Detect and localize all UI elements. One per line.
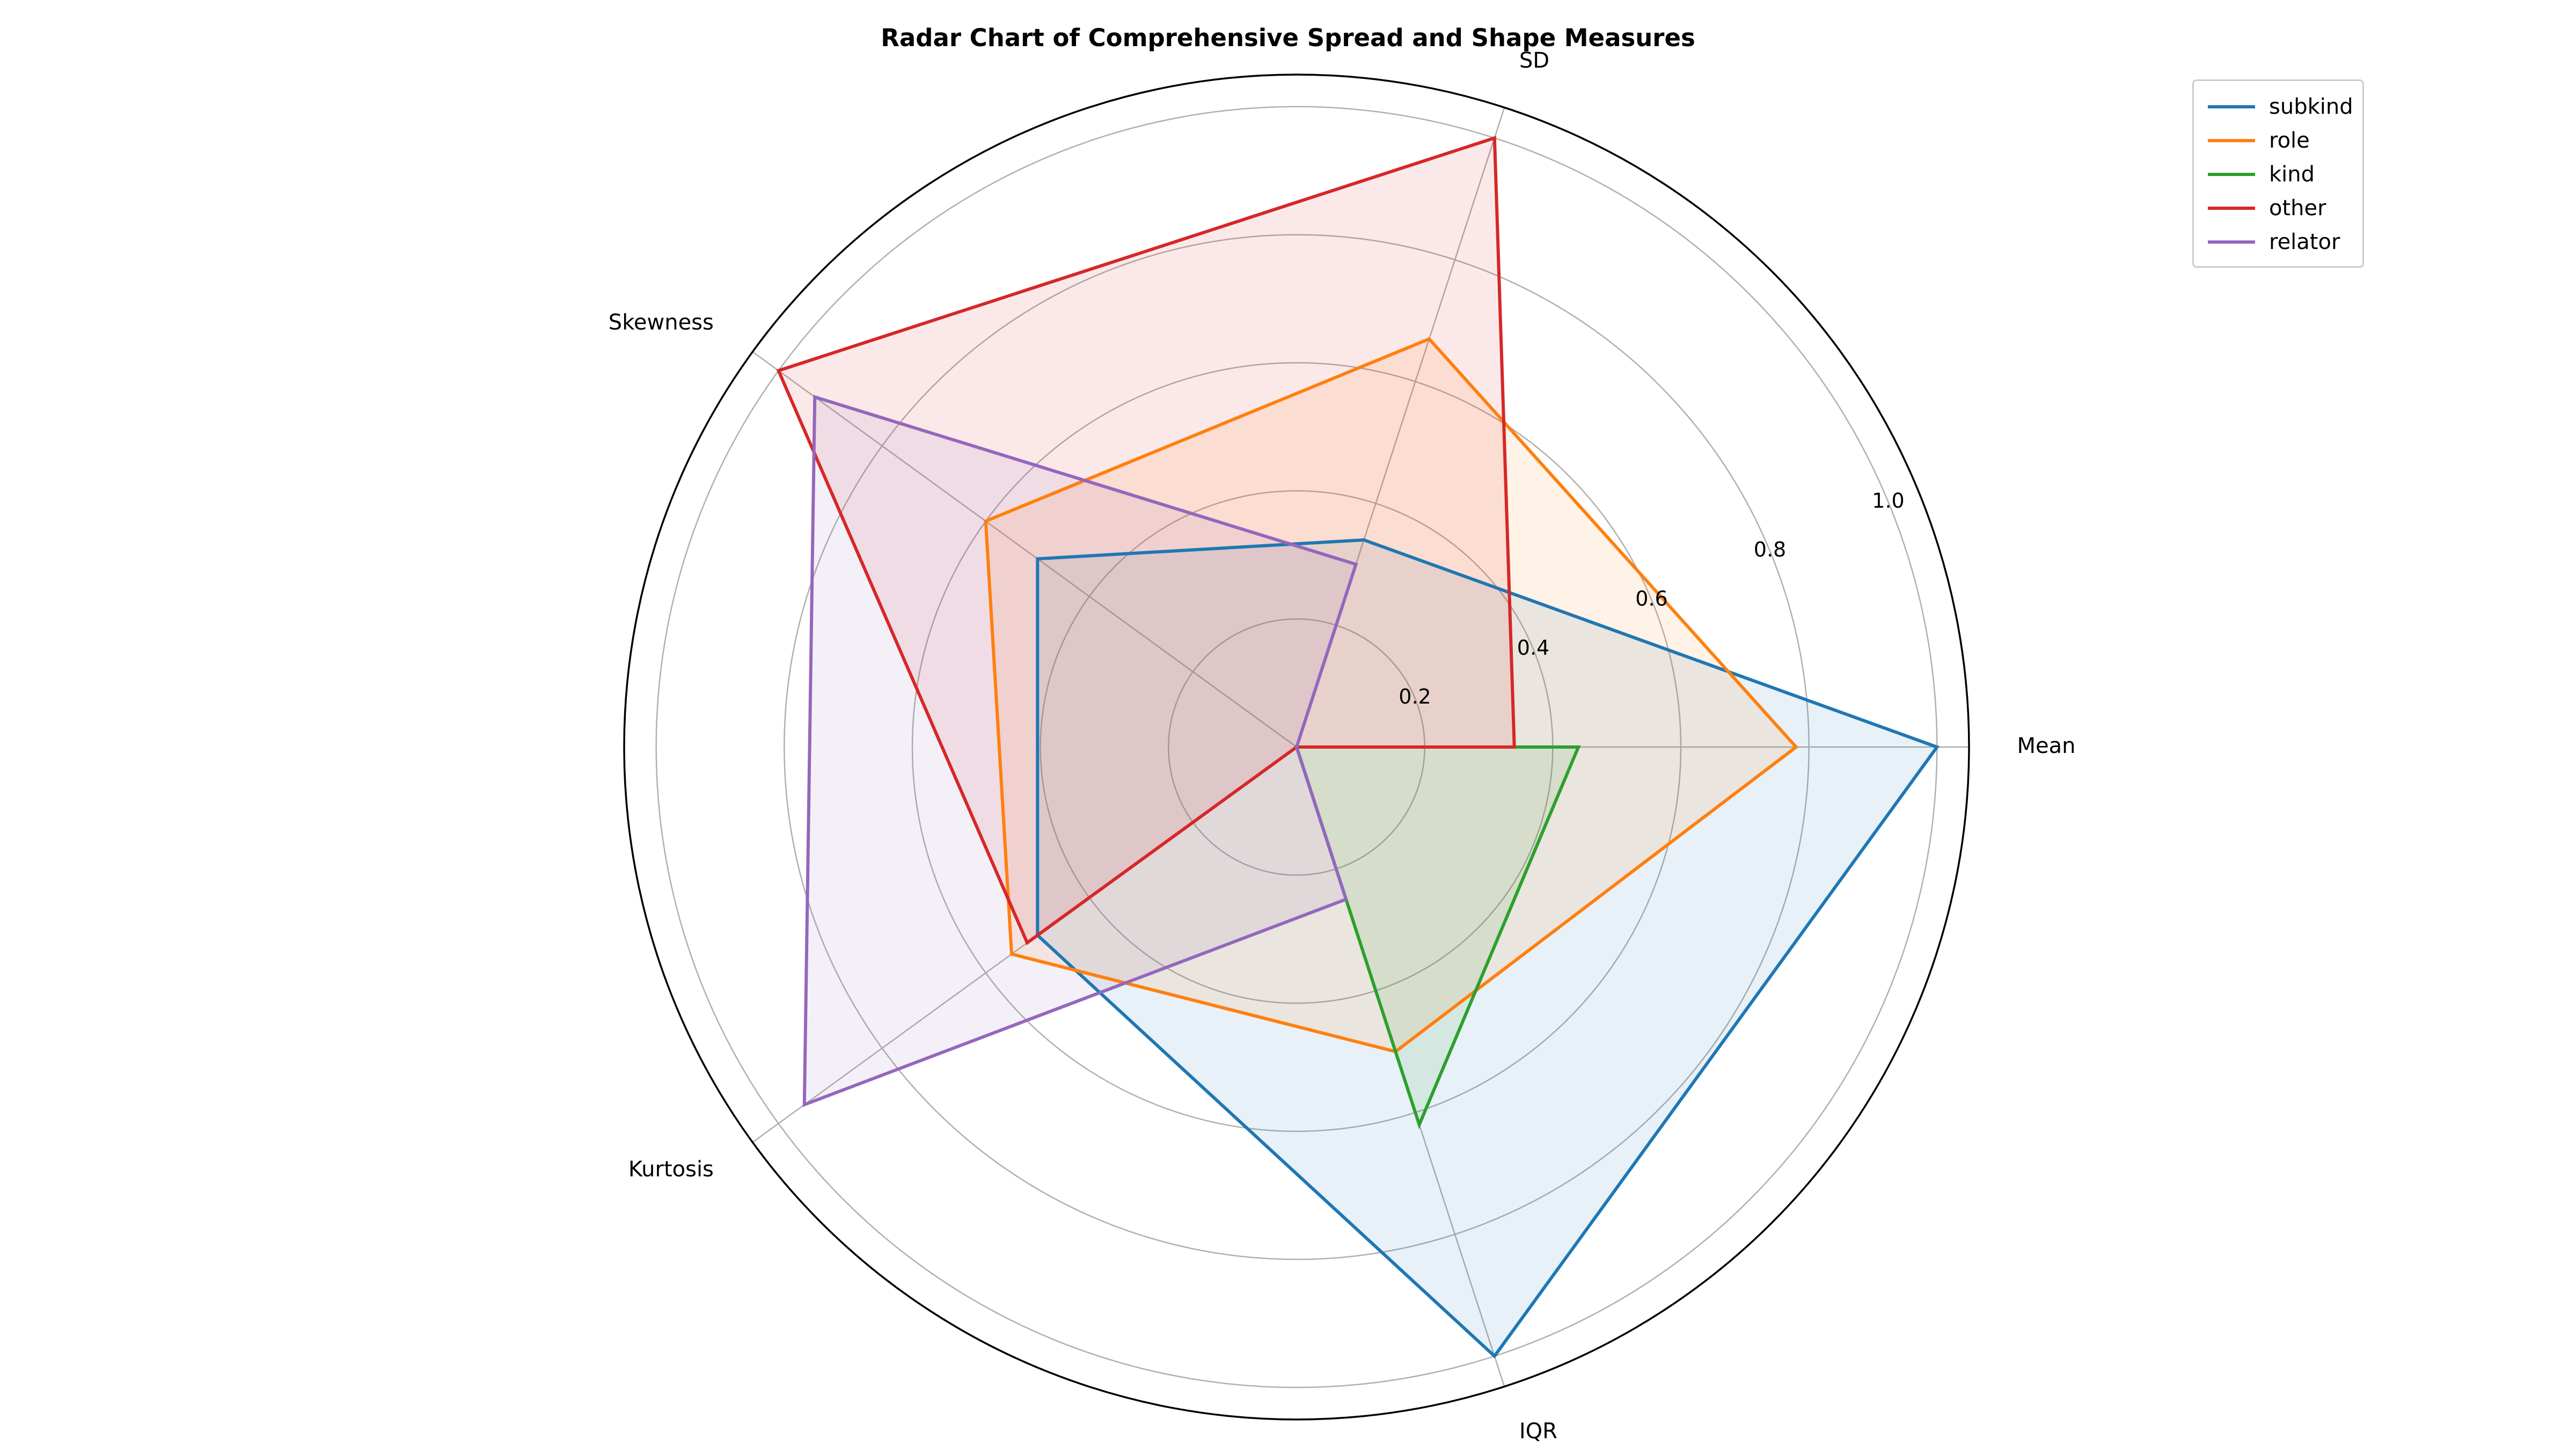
legend-swatch-kind — [2208, 172, 2255, 176]
series-layer — [776, 136, 1940, 1359]
r-tick-label-4: 0.8 — [1754, 538, 1786, 561]
legend-label-kind: kind — [2269, 162, 2315, 187]
series-fill-other — [778, 138, 1514, 943]
legend-item-other: other — [2194, 191, 2362, 225]
chart-title: Radar Chart of Comprehensive Spread and … — [881, 24, 1695, 52]
legend-item-role: role — [2194, 123, 2362, 157]
legend-item-subkind: subkind — [2194, 90, 2362, 123]
series-fill-kind — [1297, 747, 1579, 1125]
legend-label-role: role — [2269, 128, 2310, 153]
legend-swatch-role — [2208, 138, 2255, 142]
spoke-skewness — [752, 351, 1297, 748]
series-fill-subkind — [1037, 540, 1937, 1356]
label-layer: Mean SD Skewness Kurtosis IQR 0.2 0.4 0.6 0.8 1.0 — [609, 48, 2076, 1444]
r-tick-label-3: 0.6 — [1635, 587, 1667, 610]
series-line-relator — [802, 394, 1358, 1107]
legend-label-relator: relator — [2269, 229, 2340, 254]
series-line-role — [984, 337, 1799, 1053]
legend-item-kind: kind — [2194, 157, 2362, 191]
series-fill-relator — [804, 397, 1356, 1105]
r-tick-label-1: 0.2 — [1399, 685, 1431, 708]
legend-label-subkind: subkind — [2269, 94, 2353, 119]
polar-frame — [623, 74, 1970, 1421]
legend: subkind role kind other relator — [2192, 79, 2364, 268]
axis-label-kurtosis: Kurtosis — [628, 1157, 714, 1182]
series-line-other — [776, 136, 1516, 946]
r-tick-label-2: 0.4 — [1517, 636, 1549, 660]
legend-item-relator: relator — [2194, 225, 2362, 259]
axis-label-sd: SD — [1519, 48, 1549, 73]
legend-swatch-other — [2208, 206, 2255, 210]
axis-label-mean: Mean — [2017, 734, 2076, 758]
series-fill-role — [985, 339, 1796, 1052]
axis-label-iqr: IQR — [1519, 1419, 1557, 1444]
axis-label-skewness: Skewness — [609, 310, 714, 335]
legend-swatch-subkind — [2208, 105, 2255, 108]
series-line-subkind — [1036, 538, 1940, 1359]
legend-label-other: other — [2269, 195, 2326, 221]
r-tick-label-5: 1.0 — [1872, 489, 1904, 513]
legend-swatch-relator — [2208, 240, 2255, 244]
